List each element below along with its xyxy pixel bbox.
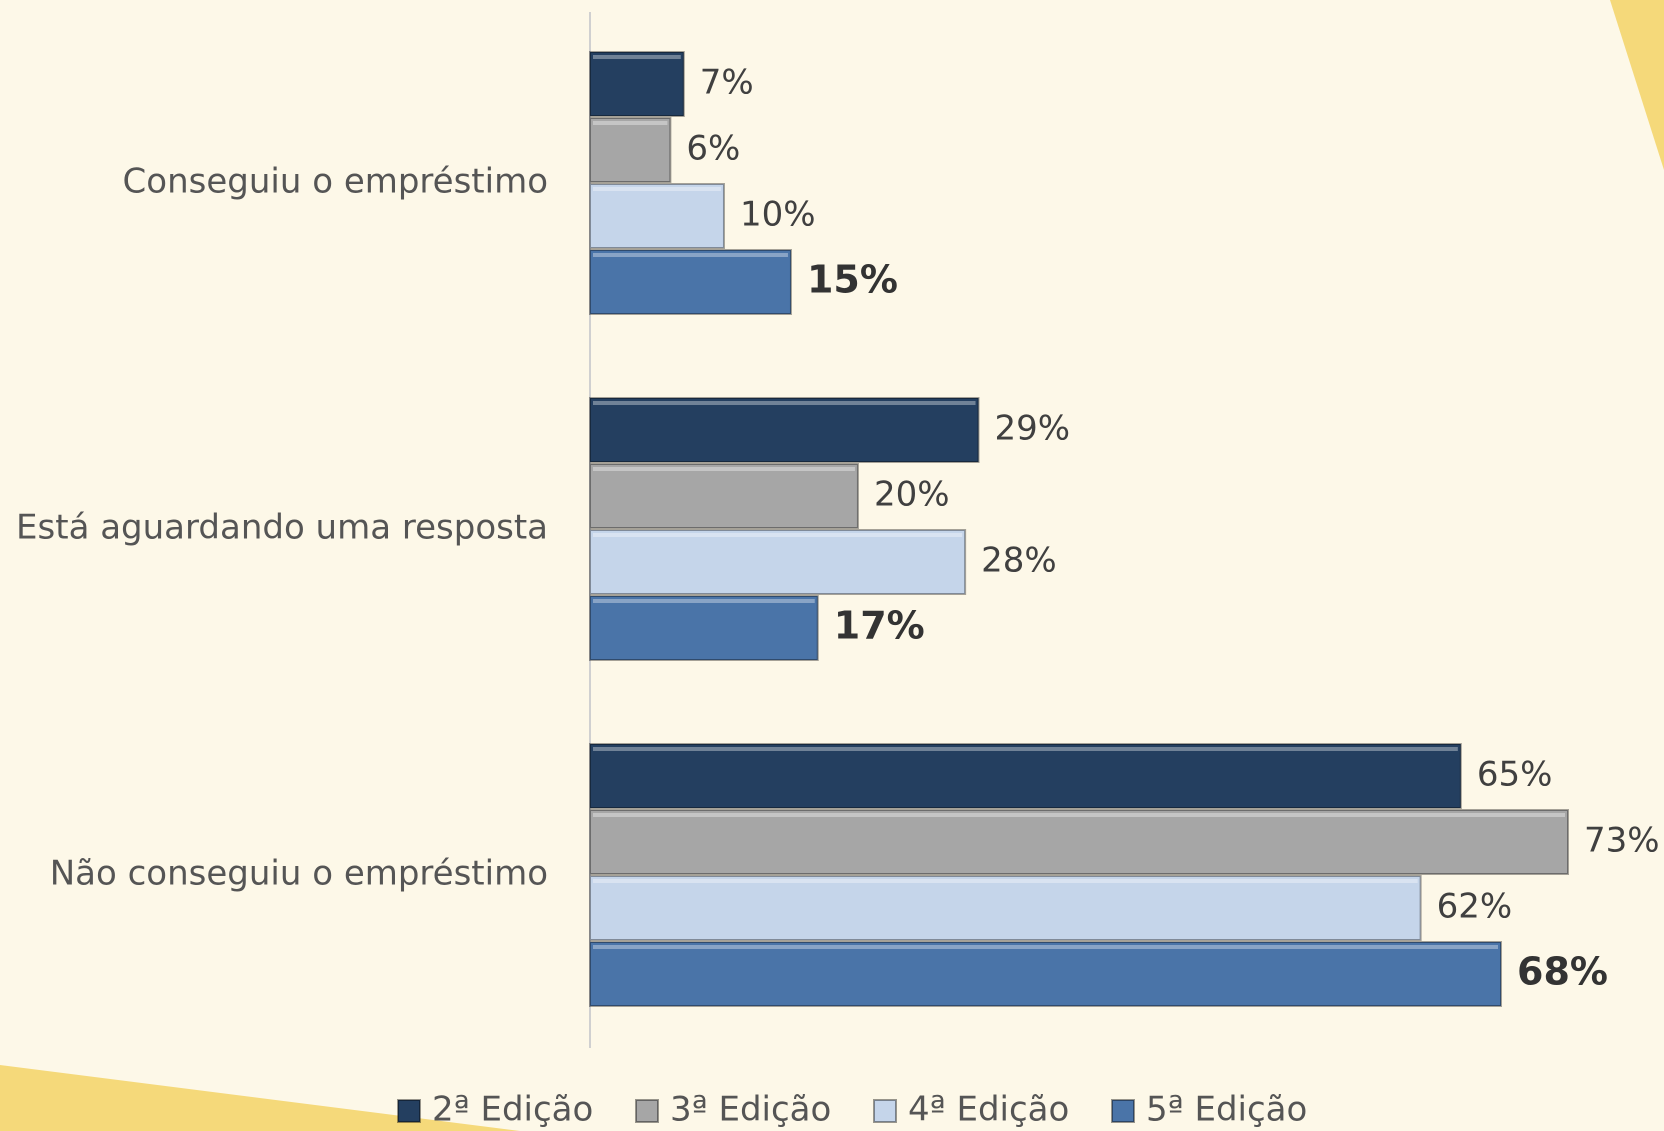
bar-highlight <box>593 467 855 471</box>
legend-swatch <box>397 1099 421 1123</box>
bar-highlight <box>593 747 1458 751</box>
category-label: Está aguardando uma resposta <box>16 508 548 548</box>
bar <box>589 809 1569 875</box>
bar <box>589 51 685 117</box>
value-label: 65% <box>1477 755 1553 795</box>
value-label: 7% <box>700 63 754 103</box>
bar <box>589 875 1422 941</box>
bar-highlight <box>593 187 721 191</box>
bar-highlight <box>593 879 1418 883</box>
category-label: Conseguiu o empréstimo <box>123 162 548 202</box>
legend-swatch <box>873 1099 897 1123</box>
bar <box>589 117 672 183</box>
value-label: 15% <box>807 258 898 302</box>
bar <box>589 595 819 661</box>
bar-highlight <box>593 55 681 59</box>
bar-highlight <box>593 813 1565 817</box>
bar <box>589 463 859 529</box>
legend-label: 3ª Edição <box>670 1090 831 1130</box>
category-label: Não conseguiu o empréstimo <box>50 854 548 894</box>
bar <box>589 529 967 595</box>
value-label: 73% <box>1584 821 1660 861</box>
bar-highlight <box>593 599 815 603</box>
bar <box>589 743 1462 809</box>
legend-label: 4ª Edição <box>908 1090 1069 1130</box>
value-label: 28% <box>981 541 1057 581</box>
legend-swatch <box>635 1099 659 1123</box>
value-label: 20% <box>874 475 950 515</box>
bar-highlight <box>593 401 976 405</box>
bar <box>589 183 725 249</box>
legend-label: 5ª Edição <box>1146 1090 1307 1130</box>
value-label: 68% <box>1517 950 1608 994</box>
value-label: 17% <box>834 604 925 648</box>
value-label: 62% <box>1437 887 1513 927</box>
bar-highlight <box>593 253 788 257</box>
bar <box>589 249 792 315</box>
legend-swatch <box>1111 1099 1135 1123</box>
bar-highlight <box>593 533 963 537</box>
decor-shape <box>0 1065 520 1131</box>
value-label: 10% <box>740 195 816 235</box>
bar <box>589 397 980 463</box>
bar-highlight <box>593 945 1499 949</box>
bar <box>589 941 1503 1007</box>
value-label: 29% <box>995 409 1071 449</box>
legend-label: 2ª Edição <box>432 1090 593 1130</box>
bar-highlight <box>593 121 668 125</box>
decor-shape <box>1610 0 1664 170</box>
value-label: 6% <box>686 129 740 169</box>
